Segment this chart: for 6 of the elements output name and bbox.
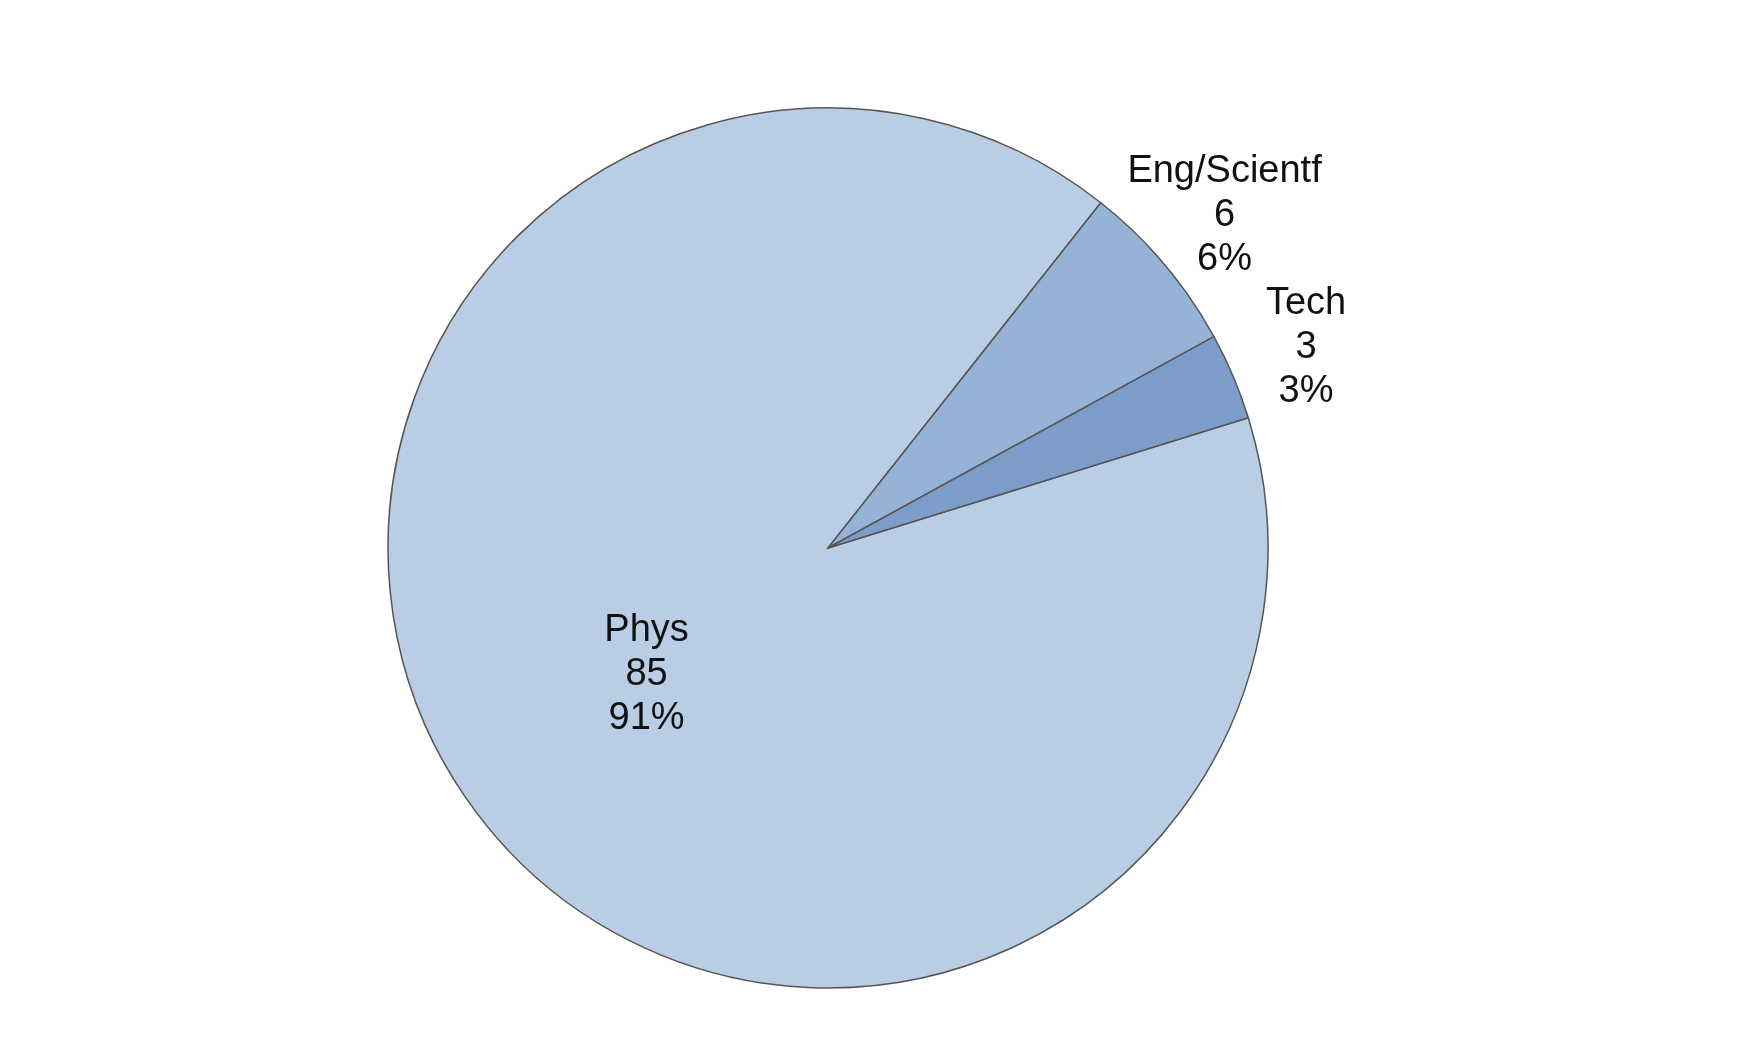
data-label: 6 6% (1197, 191, 1253, 278)
slice-label: Eng/Scientf (1127, 147, 1323, 190)
slice-label: Phys (604, 607, 689, 650)
data-label: 85 91% (608, 651, 685, 738)
slice-label: Tech (1265, 280, 1347, 323)
data-label: 3 3% (1278, 324, 1334, 411)
